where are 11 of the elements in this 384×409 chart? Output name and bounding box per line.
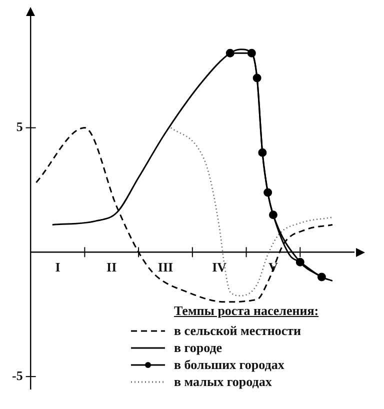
y-tick-label: 5	[16, 119, 24, 134]
x-tick-label: I	[55, 259, 60, 274]
x-tick-label: III	[158, 259, 174, 274]
legend-title: Темпы роста населения:	[174, 302, 319, 319]
legend-label: в малых городах	[174, 373, 272, 390]
y-tick-label: -5	[12, 368, 24, 383]
x-tick-label: IV	[212, 259, 228, 274]
legend-label: в сельской местности	[174, 322, 302, 339]
legend-label: в больших городах	[174, 356, 284, 373]
x-tick-label: II	[106, 259, 117, 274]
legend-label: в городе	[174, 339, 222, 356]
